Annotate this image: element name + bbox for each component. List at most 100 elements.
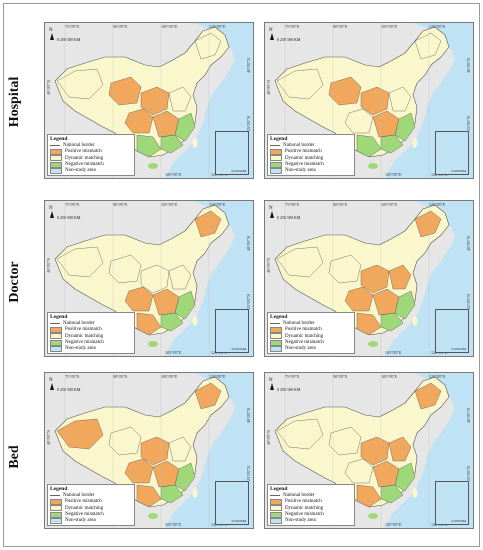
legend-item-negative-mismatch: Negative mismatch bbox=[50, 339, 132, 346]
legend-title: Legend bbox=[50, 485, 68, 492]
legend-item-national-border: National border bbox=[270, 321, 352, 327]
province-region bbox=[56, 68, 104, 100]
legend-label: Dynamic matching bbox=[65, 155, 104, 161]
scale-bar: 0 250 500 KM bbox=[57, 387, 81, 392]
province-region bbox=[168, 436, 192, 462]
legend-label: Non-study area bbox=[65, 346, 96, 352]
tick-left: 40°0'0"N bbox=[46, 80, 51, 95]
tick-right-bottom: 25°0'0"N bbox=[246, 294, 251, 309]
legend-label: Negative mismatch bbox=[65, 340, 104, 346]
negative-swatch-icon bbox=[270, 161, 282, 168]
tick-right-bottom: 25°0'0"N bbox=[246, 116, 251, 131]
north-arrow-icon: N bbox=[49, 28, 54, 40]
province-region bbox=[414, 32, 442, 60]
tick-top-3: 120°0'0"E bbox=[429, 24, 446, 29]
map-panel-bed-2010: 75°0'0"E 90°0'0"E 105°0'0"E 120°0'0"E 90… bbox=[44, 372, 254, 529]
non-study-swatch-icon bbox=[50, 167, 62, 174]
legend-item-non-study-area: Non-study area bbox=[270, 345, 352, 352]
province-region bbox=[168, 86, 192, 112]
positive-swatch-icon bbox=[270, 498, 282, 505]
legend-item-positive-mismatch: Positive mismatch bbox=[270, 326, 352, 333]
tick-top-3: 120°0'0"E bbox=[429, 374, 446, 379]
taiwan-island bbox=[192, 316, 198, 326]
province-region bbox=[388, 436, 412, 462]
tick-bottom-1: 105°0'0"E bbox=[385, 172, 402, 177]
legend-item-negative-mismatch: Negative mismatch bbox=[270, 161, 352, 168]
legend-title: Legend bbox=[50, 313, 68, 320]
legend-label: National border bbox=[63, 321, 95, 327]
tick-top-3: 120°0'0"E bbox=[209, 24, 226, 29]
south-china-sea-inset: 0 250 KM bbox=[215, 309, 249, 353]
tick-top-1: 90°0'0"E bbox=[333, 374, 348, 379]
tick-top-0: 75°0'0"E bbox=[65, 24, 80, 29]
taiwan-island bbox=[412, 488, 418, 498]
tick-top-0: 75°0'0"E bbox=[65, 374, 80, 379]
dynamic-swatch-icon bbox=[50, 505, 62, 512]
legend-title: Legend bbox=[270, 485, 288, 492]
tick-top-2: 105°0'0"E bbox=[161, 24, 178, 29]
north-label: N bbox=[269, 378, 273, 383]
legend-label: Dynamic matching bbox=[65, 333, 104, 339]
border-line-icon bbox=[270, 323, 280, 325]
legend-item-non-study-area: Non-study area bbox=[270, 167, 352, 174]
south-china-sea-inset: 0 250 KM bbox=[435, 131, 469, 175]
tick-top-1: 90°0'0"E bbox=[113, 202, 128, 207]
positive-swatch-icon bbox=[50, 148, 62, 155]
tick-top-0: 75°0'0"E bbox=[285, 374, 300, 379]
tick-right-bottom: 25°0'0"N bbox=[466, 294, 471, 309]
province-region bbox=[174, 462, 196, 492]
scale-bar: 0 250 500 KM bbox=[57, 215, 81, 220]
legend-item-national-border: National border bbox=[50, 321, 132, 327]
legend-label: Non-study area bbox=[65, 168, 96, 174]
tick-right-top: 40°0'0"N bbox=[466, 58, 471, 73]
taiwan-island bbox=[412, 316, 418, 326]
border-line-icon bbox=[50, 323, 60, 325]
province-region bbox=[360, 436, 390, 466]
province-region bbox=[356, 484, 382, 508]
province-region bbox=[168, 264, 192, 290]
tick-bottom-1: 105°0'0"E bbox=[165, 172, 182, 177]
legend-label: Non-study area bbox=[285, 168, 316, 174]
north-label: N bbox=[269, 28, 273, 33]
negative-swatch-icon bbox=[50, 339, 62, 346]
province-region bbox=[140, 86, 170, 116]
province-region bbox=[360, 86, 390, 116]
non-study-swatch-icon bbox=[270, 345, 282, 352]
non-study-swatch-icon bbox=[50, 345, 62, 352]
tick-left: 40°0'0"N bbox=[266, 430, 271, 445]
legend-item-positive-mismatch: Positive mismatch bbox=[270, 498, 352, 505]
legend: Legend National border Positive mismatch… bbox=[267, 483, 355, 526]
tick-right-top: 40°0'0"N bbox=[246, 408, 251, 423]
dynamic-swatch-icon bbox=[270, 155, 282, 162]
figure-frame bbox=[3, 3, 480, 547]
legend-label: Dynamic matching bbox=[285, 155, 324, 161]
province-region bbox=[388, 264, 412, 290]
province-region bbox=[360, 264, 390, 294]
positive-swatch-icon bbox=[270, 326, 282, 333]
hainan-island bbox=[148, 513, 158, 519]
legend-label: Negative mismatch bbox=[65, 162, 104, 168]
south-china-sea-inset: 0 250 KM bbox=[435, 481, 469, 525]
south-china-sea-inset: 0 250 KM bbox=[435, 309, 469, 353]
south-china-sea-inset: 0 250 KM bbox=[215, 481, 249, 525]
tick-right-top: 40°0'0"N bbox=[246, 58, 251, 73]
hainan-island bbox=[148, 341, 158, 347]
positive-swatch-icon bbox=[50, 498, 62, 505]
legend-item-national-border: National border bbox=[270, 143, 352, 149]
legend-label: Dynamic matching bbox=[65, 505, 104, 511]
north-label: N bbox=[49, 378, 53, 383]
inset-scale: 0 250 KM bbox=[451, 169, 466, 173]
province-region bbox=[328, 254, 362, 284]
non-study-swatch-icon bbox=[50, 517, 62, 524]
tick-right-bottom: 25°0'0"N bbox=[246, 466, 251, 481]
scale-bar: 0 250 500 KM bbox=[57, 37, 81, 42]
tick-right-bottom: 25°0'0"N bbox=[466, 116, 471, 131]
legend-label: Positive mismatch bbox=[285, 149, 322, 155]
taiwan-island bbox=[192, 488, 198, 498]
legend-item-non-study-area: Non-study area bbox=[50, 167, 132, 174]
tick-top-1: 90°0'0"E bbox=[113, 24, 128, 29]
legend-item-negative-mismatch: Negative mismatch bbox=[270, 511, 352, 518]
tick-bottom-1: 105°0'0"E bbox=[385, 350, 402, 355]
legend-title: Legend bbox=[270, 313, 288, 320]
tick-top-2: 105°0'0"E bbox=[381, 202, 398, 207]
